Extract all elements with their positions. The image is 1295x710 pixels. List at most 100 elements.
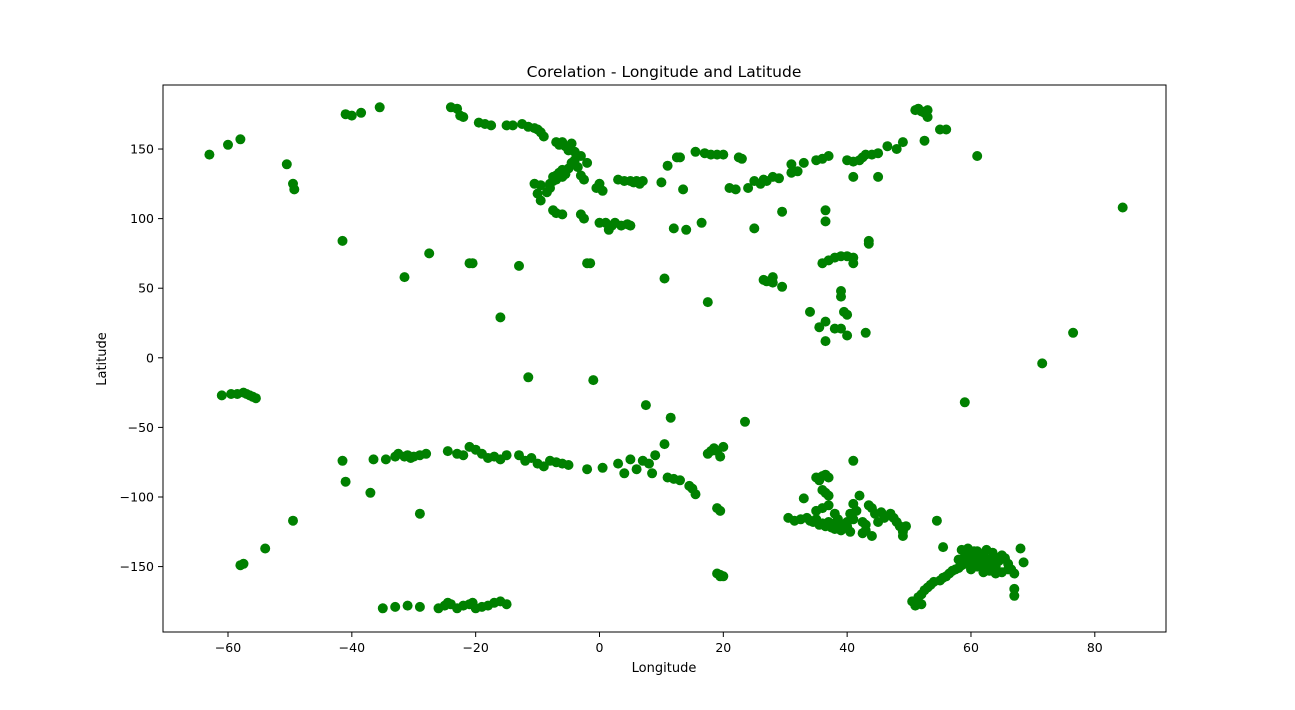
data-point: [758, 274, 769, 285]
data-point: [659, 273, 670, 284]
chart-title: Corelation - Longitude and Latitude: [527, 63, 802, 81]
data-point: [842, 330, 853, 341]
data-point: [820, 205, 831, 216]
data-point: [842, 521, 853, 532]
data-point: [823, 472, 834, 483]
data-point: [798, 493, 809, 504]
data-point: [842, 309, 853, 320]
data-point: [891, 144, 902, 154]
data-point: [1068, 327, 1079, 338]
data-point: [805, 306, 815, 317]
data-point: [931, 515, 942, 526]
data-point: [972, 546, 983, 557]
data-point: [736, 153, 747, 164]
data-point: [442, 597, 453, 608]
data-point: [1037, 358, 1048, 369]
data-point: [740, 416, 750, 427]
data-point: [873, 171, 884, 182]
y-tick-label: 50: [138, 281, 154, 296]
data-point: [597, 462, 608, 473]
data-point: [557, 209, 568, 220]
data-point: [640, 400, 651, 411]
data-point: [823, 490, 834, 501]
data-point: [668, 223, 679, 234]
data-point: [990, 553, 1001, 564]
data-point: [647, 468, 658, 479]
data-point: [792, 166, 803, 177]
data-point: [535, 195, 546, 206]
data-point: [882, 141, 893, 152]
data-point: [535, 180, 546, 191]
x-axis-label: Longitude: [632, 661, 697, 676]
data-point: [1003, 564, 1014, 575]
data-point: [919, 135, 930, 146]
data-point: [897, 531, 908, 541]
data-point: [848, 455, 859, 466]
data-points: [204, 102, 1128, 614]
data-point: [216, 390, 227, 401]
data-point: [715, 451, 726, 462]
data-point: [402, 600, 413, 611]
data-point: [223, 139, 233, 150]
data-point: [260, 543, 271, 554]
data-point: [356, 107, 367, 118]
data-point: [380, 454, 391, 465]
data-point: [863, 235, 874, 246]
data-point: [848, 514, 859, 525]
x-tick-label: 40: [839, 640, 855, 655]
data-point: [749, 223, 760, 234]
data-point: [690, 146, 701, 157]
data-point: [922, 105, 933, 116]
data-point: [644, 458, 654, 469]
data-point: [467, 258, 478, 269]
data-point: [204, 149, 215, 160]
data-point: [337, 235, 348, 246]
data-point: [854, 490, 865, 501]
data-point: [981, 563, 992, 573]
data-point: [579, 213, 589, 224]
data-point: [767, 272, 778, 283]
data-point: [665, 412, 676, 423]
data-point: [579, 174, 589, 185]
x-tick-label: 60: [963, 640, 979, 655]
data-point: [365, 487, 376, 498]
data-point: [486, 120, 497, 131]
data-point: [625, 220, 636, 231]
data-point: [523, 372, 534, 383]
y-tick-label: −100: [120, 489, 154, 504]
data-point: [848, 171, 859, 182]
data-point: [662, 160, 673, 171]
data-point: [836, 286, 846, 296]
data-point: [820, 336, 831, 347]
data-point: [514, 260, 524, 271]
y-axis-label: Latitude: [95, 332, 110, 386]
data-point: [1015, 543, 1026, 554]
y-axis: −150 −100 −50 0 50 100 150: [120, 142, 163, 574]
data-point: [588, 375, 599, 386]
data-point: [631, 464, 642, 475]
data-point: [575, 151, 586, 161]
data-point: [414, 601, 425, 612]
data-point: [675, 152, 685, 163]
x-tick-label: 20: [715, 640, 731, 655]
y-tick-label: −50: [128, 420, 154, 435]
data-point: [501, 599, 512, 610]
data-point: [235, 134, 246, 145]
data-point: [442, 446, 453, 457]
data-point: [659, 439, 670, 450]
data-point: [820, 216, 831, 227]
data-point: [563, 460, 574, 470]
data-point: [467, 597, 478, 608]
data-point: [675, 475, 685, 486]
x-axis: −60 −40 −20 0 20 40 60 80: [215, 632, 1103, 655]
x-tick-label: −40: [339, 640, 365, 655]
data-point: [901, 521, 911, 532]
data-point: [873, 148, 884, 159]
data-point: [959, 397, 970, 408]
data-point: [786, 159, 797, 170]
data-point: [238, 558, 249, 569]
data-point: [678, 184, 689, 195]
y-tick-label: 0: [146, 350, 154, 365]
data-point: [690, 489, 701, 500]
